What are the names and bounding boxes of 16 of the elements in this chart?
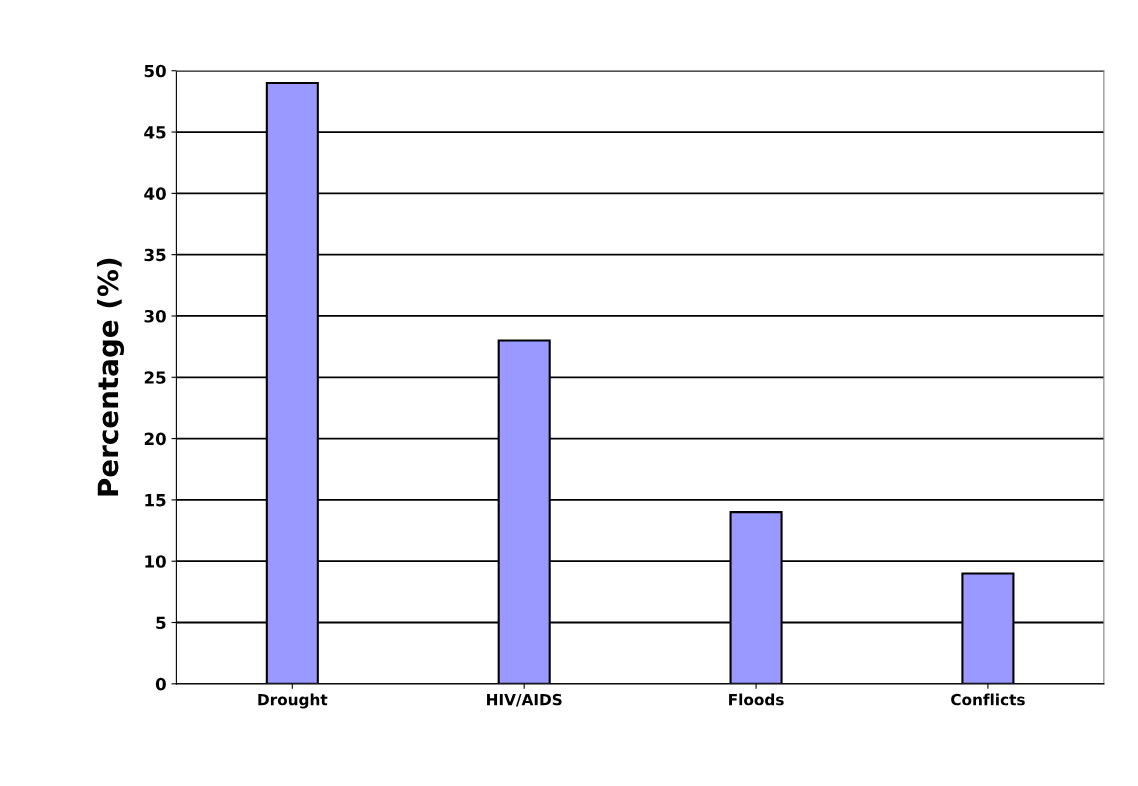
- x-tick-label: Drought: [258, 693, 328, 709]
- y-tick-label: 45: [144, 126, 166, 139]
- x-tick-label: Floods: [729, 693, 784, 706]
- y-tick-label: 40: [144, 187, 166, 200]
- y-tick-label: 25: [144, 371, 166, 384]
- y-tick-label: 10: [145, 555, 166, 568]
- y-tick-label: 30: [144, 309, 166, 323]
- y-tick-label: 15: [145, 494, 166, 507]
- y-tick-label: 20: [144, 432, 166, 446]
- y-tick-label: 0: [155, 677, 166, 691]
- x-tick-label: Conflicts: [951, 693, 1025, 706]
- x-tick-label: HIV/AIDS: [487, 693, 562, 707]
- y-tick-label: 50: [144, 64, 166, 78]
- y-axis-title: Percentage (%): [96, 258, 125, 496]
- y-tick-label: 5: [156, 616, 166, 630]
- y-tick-label: 35: [144, 248, 166, 262]
